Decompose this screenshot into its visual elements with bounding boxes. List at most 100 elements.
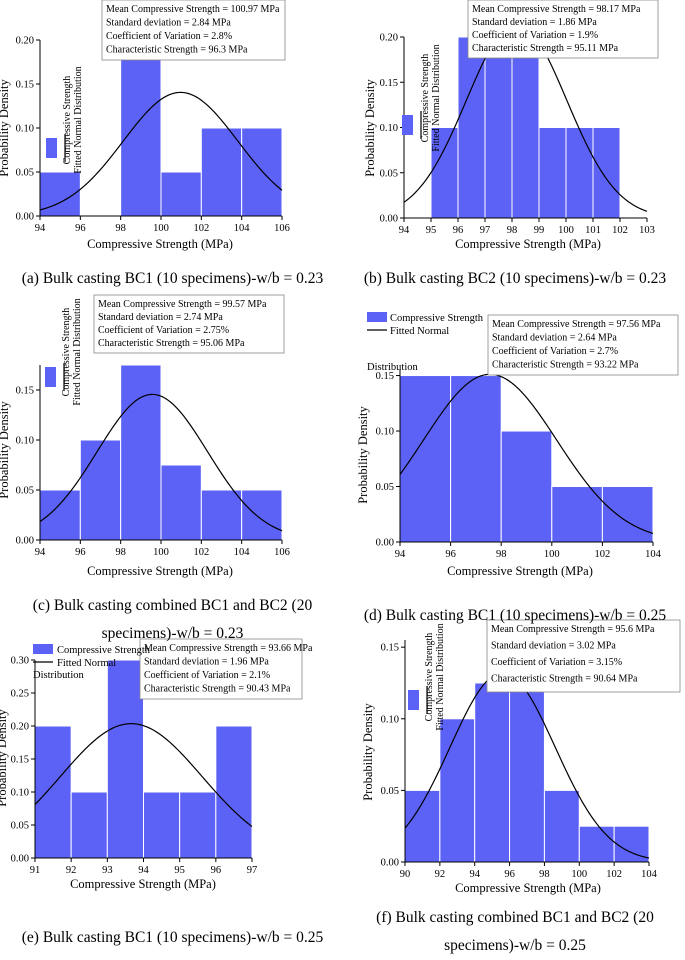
x-tick-label: 94	[35, 223, 46, 234]
legend-curve-label-2: Distribution	[367, 362, 419, 373]
legend-bar-swatch	[367, 312, 387, 322]
x-tick-label: 106	[274, 223, 290, 234]
stats-box	[139, 638, 303, 700]
x-tick-label: 102	[595, 549, 611, 560]
legend-bar-label: Compressive Strength	[61, 308, 72, 397]
y-tick-label: 0.00	[16, 212, 34, 223]
y-tick-label: 0.15	[381, 643, 399, 654]
x-axis-label: Compressive Strength (MPa)	[87, 237, 233, 251]
histogram-bar	[241, 489, 283, 541]
stats-line: Coefficient of Variation = 1.9%	[472, 30, 598, 41]
histogram-bar	[39, 489, 81, 541]
x-tick-label: 94	[395, 549, 406, 560]
caption-f: (f) Bulk casting combined BC1 and BC2 (2…	[345, 904, 685, 960]
y-tick-label: 0.15	[11, 755, 29, 766]
caption-d: (d) Bulk casting BC1 (10 specimens)-w/b …	[363, 607, 667, 624]
stats-line: Mean Compressive Strength = 98.17 MPa	[472, 4, 641, 15]
stats-box	[93, 294, 285, 354]
fitted-normal-curve	[39, 393, 283, 532]
y-tick-label: 0.25	[11, 689, 29, 700]
x-tick-label: 93	[102, 865, 113, 876]
stats-line: Standard deviation = 3.02 MPa	[491, 641, 616, 652]
caption-c: (c) Bulk casting combined BC1 and BC2 (2…	[0, 592, 345, 648]
histogram-bar	[179, 791, 217, 859]
x-tick-label: 95	[426, 225, 437, 236]
stats-line: Standard deviation = 2.64 MPa	[492, 333, 617, 344]
y-axis-label: Probability Density	[0, 400, 11, 498]
x-tick-label: 104	[234, 547, 251, 558]
legend-curve-label: Fitted Normal Distribution	[431, 44, 442, 151]
stats-line: Coefficient of Variation = 2.75%	[98, 325, 229, 336]
x-tick-label: 97	[247, 865, 258, 876]
x-tick-label: 99	[534, 225, 545, 236]
x-tick-label: 103	[639, 225, 655, 236]
y-tick-label: 0.05	[381, 786, 399, 797]
legend-curve-label: Fitted Normal	[390, 326, 449, 337]
stats-line: Mean Compressive Strength = 99.57 MPa	[98, 299, 267, 310]
legend-curve-label-2: Distribution	[33, 670, 85, 681]
stats-box	[467, 0, 659, 59]
y-tick-label: 0.05	[16, 168, 34, 179]
stats-line: Coefficient of Variation = 3.15%	[491, 657, 622, 668]
stats-line: Standard deviation = 1.86 MPa	[472, 17, 597, 28]
x-tick-label: 100	[558, 225, 574, 236]
stats-line: Coefficient of Variation = 2.1%	[144, 670, 270, 681]
stats-line: Characteristic Strength = 90.64 MPa	[491, 674, 638, 685]
legend-bar-label: Compressive Strength	[420, 54, 431, 143]
legend-bar-label: Compressive Strength	[390, 313, 484, 324]
stats-box	[101, 0, 286, 61]
histogram-bar	[592, 127, 621, 219]
histogram-bar	[578, 825, 615, 863]
legend-bar-label: Compressive Strength	[57, 645, 151, 656]
x-tick-label: 100	[153, 547, 169, 558]
x-axis-label: Compressive Strength (MPa)	[455, 237, 601, 251]
histogram-bar	[241, 127, 283, 217]
histogram-bar	[439, 718, 476, 863]
stats-line: Characteristic Strength = 95.11 MPa	[472, 43, 619, 54]
stats-line: Mean Compressive Strength = 97.56 MPa	[492, 319, 661, 330]
y-tick-label: 0.15	[376, 371, 394, 382]
histogram-bar	[34, 725, 72, 859]
histogram-bar	[430, 127, 459, 219]
y-tick-label: 0.20	[11, 722, 29, 733]
x-tick-label: 104	[234, 223, 251, 234]
chart-d: 94 96 98 100 102 104 0.00 0.05 0.10 0.15 Compressi…	[356, 312, 679, 578]
histogram-bar	[160, 464, 202, 541]
y-tick-label: 0.10	[16, 436, 34, 447]
x-tick-label: 94	[399, 225, 410, 236]
stats-line: Standard deviation = 1.96 MPa	[144, 657, 269, 668]
y-axis-label: Probability Density	[363, 78, 377, 176]
histogram-bar	[215, 725, 253, 859]
x-tick-label: 102	[606, 869, 622, 880]
x-tick-label: 92	[66, 865, 77, 876]
x-axis-label: Compressive Strength (MPa)	[87, 564, 233, 578]
y-tick-label: 0.15	[16, 386, 34, 397]
histogram-bar	[120, 39, 162, 217]
x-tick-label: 92	[435, 869, 446, 880]
legend-bar-swatch	[402, 115, 413, 135]
x-tick-label: 98	[496, 549, 507, 560]
y-axis-label: Probability Density	[361, 702, 375, 800]
histogram-bar	[457, 36, 486, 219]
stats-line: Standard deviation = 2.74 MPa	[98, 312, 223, 323]
y-tick-label: 0.00	[376, 538, 394, 549]
x-axis-label: Compressive Strength (MPa)	[70, 877, 216, 891]
x-tick-label: 94	[469, 869, 480, 880]
y-tick-label: 0.00	[381, 858, 399, 869]
legend-bar-label: Compressive Strength	[424, 633, 435, 722]
caption-c-line-1: (c) Bulk casting combined BC1 and BC2 (2…	[32, 597, 313, 614]
x-tick-label: 90	[400, 869, 411, 880]
x-tick-label: 96	[453, 225, 464, 236]
x-tick-label: 98	[115, 223, 126, 234]
y-tick-label: 0.15	[16, 80, 34, 91]
histogram-bar	[106, 659, 145, 859]
y-tick-label: 0.00	[16, 536, 34, 547]
x-tick-label: 96	[75, 547, 86, 558]
histogram-bar	[160, 171, 202, 217]
stats-line: Mean Compressive Strength = 93.66 MPa	[144, 643, 313, 654]
histogram-bar	[120, 364, 162, 541]
legend-curve-label: Fitted Normal Distribution	[72, 298, 83, 405]
stats-box	[487, 314, 679, 376]
fitted-normal-curve	[399, 373, 654, 535]
x-tick-label: 98	[115, 547, 126, 558]
